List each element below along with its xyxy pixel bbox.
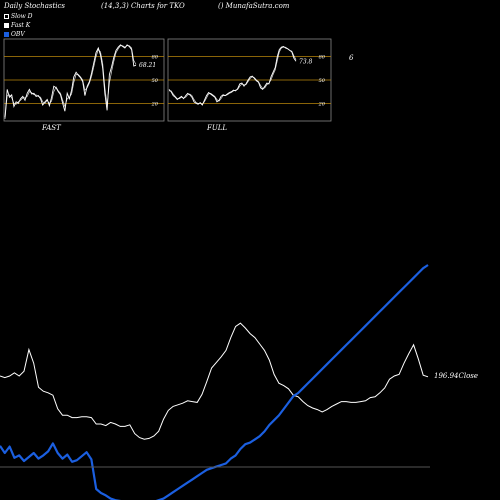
full-panel-label: FULL <box>207 124 228 132</box>
legend-swatch-obv <box>4 32 9 37</box>
fast-series-k-line <box>4 44 137 118</box>
legend-swatch-fast-k <box>4 23 9 28</box>
full-last-value-label: 73.8 <box>299 58 313 65</box>
chart-params: (14,3,3) Charts for TKO <box>101 2 185 10</box>
fast-series-d-line <box>4 45 137 120</box>
legend-item-slow-d: Slow D <box>4 13 33 20</box>
legend-label-obv: OBV <box>11 31 25 38</box>
full-tick-label-80: 80 <box>319 55 326 61</box>
chart-title: Daily Stochastics <box>4 2 66 10</box>
last-close-label: 196.94Close <box>434 372 478 380</box>
fast-tick-label-20: 20 <box>151 101 159 107</box>
full-series-k-line <box>168 46 297 106</box>
fast-tick-label-80: 80 <box>152 55 159 61</box>
legend-label-fast-k: Fast K <box>11 22 31 29</box>
legend-item-obv: OBV <box>4 31 25 38</box>
fast-tick-label-50: 50 <box>152 78 159 84</box>
full-tick-label-50: 50 <box>319 78 326 84</box>
price-line <box>0 322 429 440</box>
legend-item-fast-k: Fast K <box>4 22 30 29</box>
fast-panel-label: FAST <box>42 124 61 132</box>
fast-last-value-label: 68.21 <box>139 62 156 69</box>
site-label: () MunafaSutra.com <box>218 2 290 10</box>
full-series-d-line <box>169 46 297 105</box>
obv-line <box>0 264 429 500</box>
legend-swatch-slow-d <box>4 14 9 19</box>
full-tick-label-20: 20 <box>318 101 326 107</box>
legend-label-slow-d: Slow D <box>11 13 33 20</box>
side-number: 6 <box>349 54 354 62</box>
